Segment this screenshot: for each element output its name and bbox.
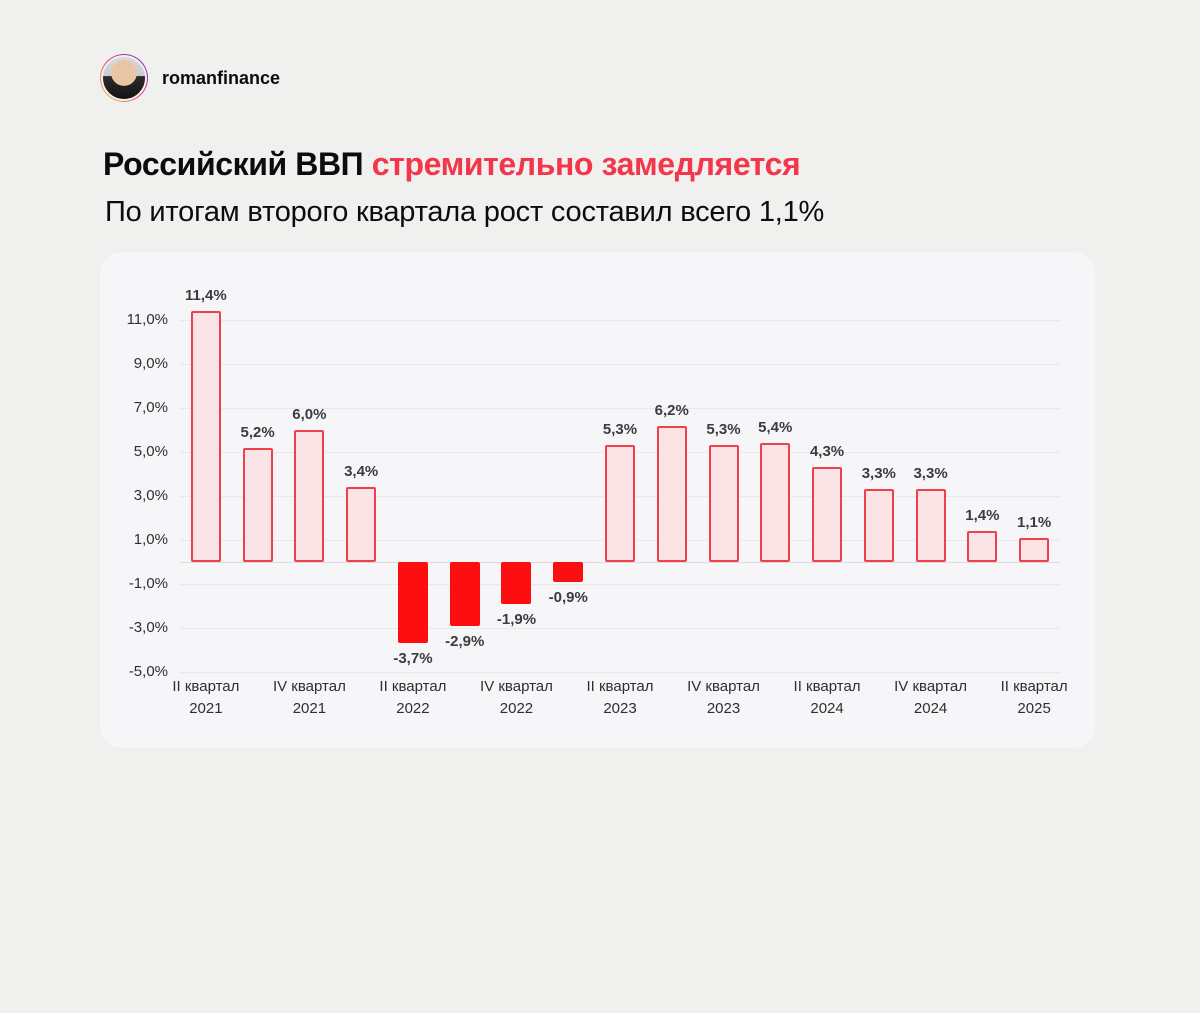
x-tick-line: IV квартал	[272, 678, 346, 695]
bar-value-label: 6,0%	[292, 406, 327, 423]
x-tick-label: IV квартал 2021	[254, 676, 364, 720]
gridline	[180, 628, 1060, 629]
gridline	[180, 320, 1060, 321]
chart-card: 11,4% 5,2% 6,0% 3,4% -3,7% -2,9% -1,9% -0,9% 5,3…	[100, 252, 1095, 748]
profile-header: romanfinance	[100, 54, 280, 102]
bar-positive	[1019, 537, 1050, 562]
bar-positive	[967, 531, 998, 562]
x-tick-label: IV квартал 2022	[461, 676, 571, 720]
bar-value-label: 11,4%	[185, 287, 227, 305]
bar-negative	[449, 562, 480, 626]
bar-positive	[812, 467, 843, 562]
bar-value-label: 6,2%	[654, 401, 689, 419]
zero-axis-line	[180, 562, 1060, 563]
bar-value-label: 5,3%	[706, 421, 741, 439]
avatar-photo	[101, 55, 147, 101]
y-tick-label: 7,0%	[133, 399, 168, 416]
x-tick-line: II квартал	[586, 678, 654, 695]
bar-value-label: 1,4%	[965, 507, 1000, 525]
title-red-part: стремительно замедляется	[371, 146, 801, 182]
bar-positive	[346, 487, 377, 562]
y-tick-label: -3,0%	[128, 619, 168, 636]
y-tick-label: 11,0%	[126, 311, 168, 328]
x-tick-line: 2025	[1017, 700, 1051, 717]
x-tick-label: II квартал 2022	[358, 676, 468, 720]
bar-positive	[190, 311, 221, 562]
bar-positive	[242, 447, 273, 562]
x-tick-line: IV квартал	[894, 678, 967, 695]
bar-value-label: -1,9%	[496, 610, 537, 628]
x-tick-label: II квартал 2024	[772, 676, 882, 720]
bar-value-label: 3,4%	[344, 463, 379, 481]
bar-value-label: 3,3%	[861, 465, 896, 483]
title-black-part: Российский ВВП	[103, 146, 372, 182]
bar-value-label: 5,3%	[602, 421, 638, 439]
username: romanfinance	[162, 67, 281, 88]
page-subtitle: По итогам второго квартала рост составил…	[105, 196, 825, 228]
bar-value-label: 5,2%	[240, 423, 275, 441]
x-tick-line: IV квартал	[687, 678, 760, 695]
bar-positive	[294, 430, 325, 562]
gridline	[180, 408, 1060, 409]
bar-value-label: -3,7%	[393, 650, 433, 668]
bar-positive	[605, 445, 635, 562]
x-tick-line: 2021	[189, 700, 223, 717]
x-tick-label: IV квартал 2023	[669, 676, 779, 720]
x-tick-line: II квартал	[793, 678, 861, 695]
gridline	[180, 672, 1060, 673]
bar-positive	[760, 443, 791, 562]
y-tick-label: 5,0%	[133, 443, 168, 460]
x-tick-label: II квартал 2025	[979, 676, 1089, 720]
bar-value-label: 4,3%	[809, 443, 845, 461]
y-tick-label: 3,0%	[133, 487, 168, 504]
bar-positive	[656, 425, 687, 562]
y-tick-label: -5,0%	[128, 663, 168, 680]
x-tick-line: 2024	[810, 700, 844, 717]
x-tick-line: 2021	[292, 700, 327, 717]
bar-negative	[397, 562, 428, 644]
bar-negative	[553, 562, 584, 582]
y-tick-label: 1,0%	[133, 531, 168, 548]
x-tick-label: II квартал 2021	[151, 676, 261, 720]
plot-area: 11,4% 5,2% 6,0% 3,4% -3,7% -2,9% -1,9% -0,9% 5,3…	[180, 287, 1060, 694]
y-tick-label: -1,0%	[128, 575, 168, 592]
x-tick-line: 2023	[706, 700, 741, 717]
x-tick-line: II квартал	[1000, 678, 1068, 695]
gridline	[180, 584, 1060, 585]
page-title: Российский ВВП стремительно замедляется	[103, 146, 801, 183]
bar-value-label: 5,4%	[758, 419, 793, 437]
bar-value-label: 1,1%	[1017, 513, 1052, 531]
bar-value-label: -0,9%	[548, 588, 588, 606]
x-tick-line: II квартал	[172, 678, 240, 695]
bar-positive	[708, 445, 739, 562]
x-tick-label: II квартал 2023	[565, 676, 675, 720]
bar-positive	[863, 489, 894, 562]
gridline	[180, 364, 1060, 365]
avatar	[100, 54, 148, 102]
x-tick-label: IV квартал 2024	[876, 676, 986, 720]
y-tick-label: 9,0%	[133, 355, 168, 372]
x-tick-line: II квартал	[379, 678, 447, 695]
bar-value-label: -2,9%	[445, 632, 485, 650]
x-tick-line: 2022	[396, 700, 430, 717]
x-tick-line: 2022	[499, 700, 534, 717]
bar-value-label: 3,3%	[913, 465, 948, 483]
bar-positive	[915, 489, 946, 562]
bar-negative	[501, 562, 532, 604]
x-tick-line: 2024	[913, 700, 948, 717]
x-tick-line: IV квартал	[480, 678, 553, 695]
x-tick-line: 2023	[603, 700, 637, 717]
